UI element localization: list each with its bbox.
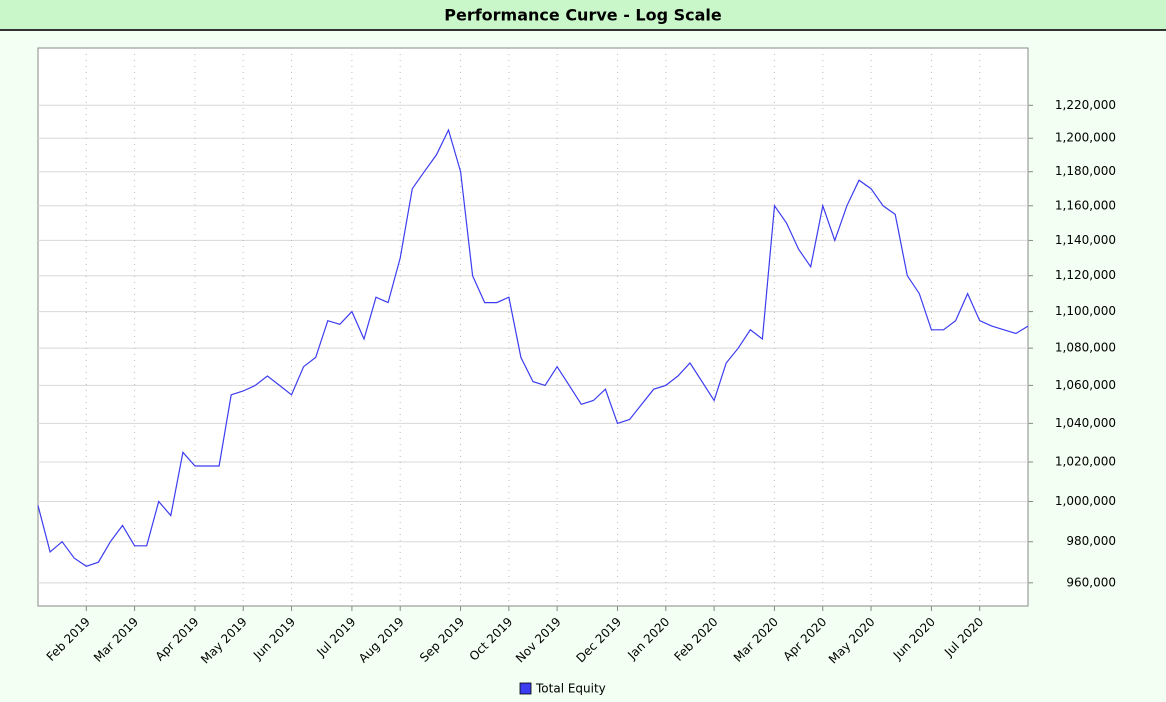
y-tick-label: 1,040,000 bbox=[1055, 416, 1116, 430]
x-tick-label: Feb 2020 bbox=[671, 615, 720, 664]
y-tick-label: 1,080,000 bbox=[1055, 341, 1116, 355]
y-tick-label: 1,140,000 bbox=[1055, 233, 1116, 247]
x-tick-label: Jul 2019 bbox=[313, 615, 358, 660]
x-tick-label: Jul 2020 bbox=[941, 615, 986, 660]
y-tick-label: 1,120,000 bbox=[1055, 268, 1116, 282]
y-tick-label: 1,100,000 bbox=[1055, 304, 1116, 318]
y-tick-label: 1,020,000 bbox=[1055, 455, 1116, 469]
x-tick-label: May 2019 bbox=[198, 615, 250, 667]
x-tick-label: Oct 2019 bbox=[467, 615, 516, 664]
x-tick-label: Apr 2020 bbox=[780, 615, 829, 664]
x-tick-label: Feb 2019 bbox=[44, 615, 93, 664]
x-tick-label: Jan 2020 bbox=[624, 615, 672, 663]
y-tick-label: 960,000 bbox=[1066, 575, 1116, 589]
y-tick-label: 1,180,000 bbox=[1055, 164, 1116, 178]
x-tick-label: Sep 2019 bbox=[417, 615, 467, 665]
y-tick-label: 1,060,000 bbox=[1055, 378, 1116, 392]
x-tick-label: May 2020 bbox=[826, 615, 878, 667]
title-bar bbox=[0, 0, 1166, 30]
y-tick-label: 1,200,000 bbox=[1055, 131, 1116, 145]
x-tick-label: Jun 2019 bbox=[250, 615, 298, 663]
x-tick-label: Mar 2019 bbox=[91, 615, 141, 665]
legend-swatch bbox=[519, 682, 532, 695]
equity-line bbox=[37, 128, 1029, 567]
x-tick-label: Apr 2019 bbox=[153, 615, 202, 664]
x-tick-label: Aug 2019 bbox=[356, 615, 407, 666]
y-tick-label: 1,000,000 bbox=[1055, 494, 1116, 508]
chart-title: Performance Curve - Log Scale bbox=[444, 6, 722, 25]
y-tick-label: 980,000 bbox=[1066, 534, 1116, 548]
y-tick-label: 1,220,000 bbox=[1055, 98, 1116, 112]
y-tick-label: 1,160,000 bbox=[1055, 198, 1116, 212]
legend-label: Total Equity bbox=[535, 682, 606, 696]
x-tick-label: Dec 2019 bbox=[573, 615, 624, 666]
x-tick-label: Mar 2020 bbox=[731, 615, 781, 665]
x-tick-label: Nov 2019 bbox=[513, 615, 564, 666]
x-tick-label: Jun 2020 bbox=[890, 615, 938, 663]
plot-area bbox=[37, 47, 1029, 607]
